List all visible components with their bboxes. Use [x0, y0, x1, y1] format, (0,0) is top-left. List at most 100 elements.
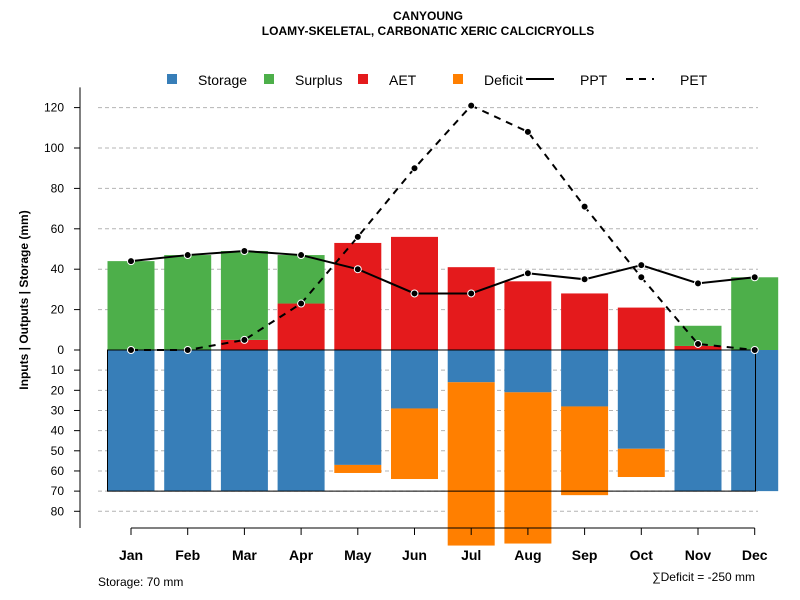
legend-label-aet: AET: [389, 72, 417, 88]
x-tick-label: Jun: [402, 547, 427, 563]
legend-swatch-deficit: [453, 74, 463, 84]
y-tick-label-bottom: 70: [51, 484, 65, 498]
deficit-bar: [504, 392, 552, 544]
x-tick-label: Dec: [742, 547, 768, 563]
ppt-point: [127, 257, 135, 266]
y-tick-label-top: 120: [44, 101, 64, 115]
legend-swatch-storage: [167, 74, 177, 84]
storage-bar: [504, 350, 552, 393]
deficit-footnote: ∑Deficit = -250 mm: [652, 570, 755, 584]
pet-point: [694, 339, 702, 348]
pet-point: [353, 232, 362, 241]
ppt-line: [130, 250, 755, 295]
pet-point: [410, 164, 419, 173]
ppt-point: [637, 261, 646, 270]
x-axis: Jan Feb Mar Apr May Jun Jul Aug Sep Oct Nov Dec: [119, 527, 768, 563]
storage-capacity-box: [107, 349, 756, 492]
surplus-bar: [107, 261, 155, 350]
ppt-point: [353, 265, 362, 274]
ppt-point: [523, 269, 532, 278]
ppt-point: [410, 289, 419, 298]
y-axis: 0 20 40 60 80 100 120 10 20 30 40 50 60 70 80: [44, 87, 81, 528]
storage-bar: [391, 350, 438, 409]
ppt-point: [694, 279, 702, 288]
pet-line: [131, 104, 755, 351]
storage-bar: [220, 350, 268, 492]
pet-point: [750, 346, 759, 354]
aet-bar: [277, 303, 325, 350]
aet-bar: [504, 281, 552, 350]
deficit-bar: [334, 464, 382, 473]
storage-footnote: Storage: 70 mm: [98, 575, 183, 589]
aet-bar: [617, 307, 665, 350]
ppt-point: [297, 251, 306, 260]
aet-bar: [334, 242, 382, 350]
y-tick-label-top: 100: [44, 141, 64, 155]
x-tick-label: Nov: [685, 547, 712, 563]
deficit-bar: [561, 406, 609, 496]
legend-label-pet: PET: [680, 72, 708, 88]
y-tick-label-bottom: 50: [51, 444, 65, 458]
chart-subtitle: LOAMY-SKELETAL, CARBONATIC XERIC CALCICR…: [262, 24, 594, 38]
x-tick-label: Oct: [630, 547, 654, 563]
y-tick-label-top: 60: [51, 222, 65, 236]
y-axis-label: Inputs | Outputs | Storage (mm): [17, 210, 31, 389]
aet-bar: [447, 267, 495, 350]
legend-label-deficit: Deficit: [484, 72, 523, 88]
deficit-bar: [617, 448, 665, 478]
aet-bar: [561, 293, 609, 350]
y-tick-label-bottom: 60: [51, 464, 65, 478]
storage-bar: [164, 350, 212, 492]
ppt-point: [750, 273, 759, 282]
pet-point: [637, 273, 646, 282]
storage-bar: [731, 350, 779, 492]
storage-bar: [674, 350, 722, 492]
x-tick-label: Aug: [514, 547, 541, 563]
ppt-point: [240, 247, 249, 256]
surplus-bar: [731, 277, 779, 350]
x-tick-label: Mar: [232, 547, 257, 563]
legend-label-ppt: PPT: [580, 72, 608, 88]
ppt-point: [580, 275, 589, 284]
legend-swatch-aet: [358, 74, 368, 84]
storage-bar: [107, 350, 155, 492]
lines: [127, 101, 759, 354]
aet-bar: [674, 345, 722, 350]
y-tick-label-bottom: 40: [51, 424, 65, 438]
deficit-bar: [391, 408, 438, 480]
surplus-bar: [220, 251, 268, 340]
y-tick-label-top: 80: [51, 181, 65, 195]
pet-point: [183, 346, 192, 354]
pet-point: [580, 202, 589, 211]
y-tick-label-top: 20: [51, 303, 65, 317]
storage-bar: [447, 350, 495, 383]
ppt-point: [467, 289, 476, 298]
x-tick-label: Jan: [119, 547, 143, 563]
y-tick-label-bottom: 20: [51, 383, 65, 397]
storage-bar: [334, 350, 382, 465]
pet-point: [127, 346, 135, 354]
x-tick-label: Sep: [572, 547, 598, 563]
y-tick-label-bottom: 80: [51, 504, 65, 518]
ppt-point: [183, 251, 192, 260]
deficit-bar: [447, 382, 495, 546]
legend-swatch-surplus: [264, 74, 274, 84]
chart-title: CANYOUNG: [393, 9, 463, 23]
storage-bar: [277, 350, 325, 492]
legend: Storage Surplus AET Deficit PPT PET: [167, 72, 708, 88]
pet-point: [297, 299, 306, 308]
legend-label-surplus: Surplus: [295, 72, 342, 88]
surplus-bar: [277, 255, 325, 304]
pet-point: [523, 127, 532, 136]
x-tick-label: Feb: [175, 547, 200, 563]
y-tick-label-bottom: 30: [51, 403, 65, 417]
bars: [107, 236, 779, 546]
y-tick-label-top: 0: [57, 343, 64, 357]
x-tick-label: Jul: [461, 547, 481, 563]
y-tick-label-bottom: 10: [51, 363, 65, 377]
y-tick-label-top: 40: [51, 262, 65, 276]
storage-bar: [617, 350, 665, 449]
pet-point: [240, 335, 249, 344]
legend-label-storage: Storage: [198, 72, 247, 88]
